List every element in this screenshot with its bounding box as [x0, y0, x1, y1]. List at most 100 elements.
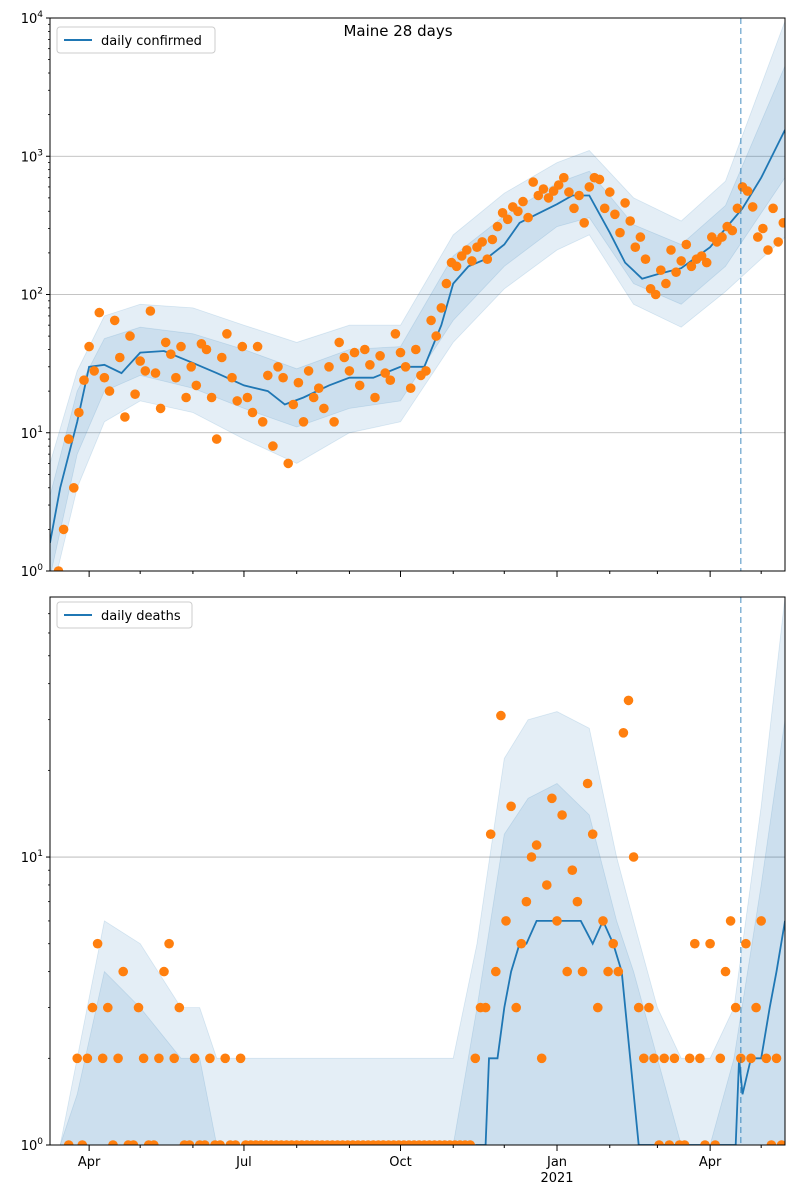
y-tick-label-base: 10 [21, 851, 38, 866]
data-point [696, 251, 707, 261]
series-line-daily-confirmed [50, 129, 785, 543]
data-point [451, 261, 462, 272]
data-point [92, 938, 103, 949]
data-point [125, 331, 135, 341]
data-point [130, 389, 140, 400]
data-point [661, 278, 671, 289]
data-point [533, 190, 544, 201]
data-point [215, 1140, 225, 1145]
data-point [553, 180, 564, 190]
y-tick-label-exponent: 3 [37, 148, 43, 158]
data-point [149, 1140, 159, 1145]
x-tick-label: Apr [78, 1155, 101, 1170]
data-point [516, 938, 527, 949]
y-tick-label-base: 10 [21, 12, 38, 27]
data-point [610, 209, 620, 220]
data-point [171, 372, 181, 383]
data-point [572, 896, 583, 907]
data-point [109, 315, 120, 326]
data-point [633, 1002, 644, 1013]
data-point [587, 829, 598, 839]
data-point [579, 218, 589, 228]
data-point [705, 938, 715, 949]
data-point [654, 1140, 664, 1145]
data-point [470, 1053, 481, 1064]
data-point [618, 728, 629, 738]
data-point [273, 362, 283, 372]
data-point [138, 1053, 149, 1064]
data-point [288, 399, 299, 410]
data-point [74, 407, 84, 418]
data-point [186, 362, 196, 372]
y-tick-label: 100 [21, 563, 44, 580]
data-point [717, 232, 727, 242]
data-point [574, 190, 584, 201]
x-tick-year-label: 2021 [540, 1171, 573, 1186]
data-point [174, 1002, 185, 1013]
data-point [164, 938, 174, 949]
data-point [140, 366, 151, 376]
data-point [390, 329, 401, 339]
data-point [169, 1053, 179, 1064]
data-point [690, 938, 700, 949]
data-point [82, 1053, 93, 1064]
data-point [120, 412, 130, 422]
data-point [268, 441, 278, 451]
data-point [181, 392, 191, 403]
data-point [773, 237, 783, 247]
data-point [521, 896, 532, 907]
data-point [201, 344, 212, 355]
data-point [584, 182, 595, 192]
data-point [635, 232, 646, 242]
data-point [747, 202, 758, 212]
data-point [482, 254, 493, 264]
data-point [766, 1140, 777, 1145]
data-point [103, 1002, 113, 1013]
data-point [237, 341, 248, 352]
data-point [465, 1140, 475, 1145]
data-point [477, 237, 488, 247]
data-point [436, 303, 447, 313]
data-point [63, 1140, 74, 1145]
data-point [625, 216, 635, 226]
data-point [135, 356, 145, 366]
data-point [695, 1053, 705, 1064]
data-point [370, 392, 380, 403]
data-point [676, 256, 686, 266]
data-point [154, 1053, 164, 1064]
data-point [339, 352, 350, 363]
data-point [200, 1140, 210, 1145]
data-point [599, 203, 610, 214]
y-tick-label: 101 [21, 425, 43, 442]
top-panel-line-group [50, 129, 785, 543]
data-point [710, 1140, 720, 1145]
data-point [594, 174, 605, 185]
data-point [608, 938, 618, 949]
x-tick-label: Apr [699, 1155, 722, 1170]
data-point [491, 966, 501, 977]
data-point [222, 329, 232, 339]
data-point [72, 1053, 82, 1064]
data-point [69, 483, 79, 493]
data-point [411, 344, 421, 355]
data-point [155, 403, 166, 414]
data-point [639, 1053, 649, 1064]
data-point [97, 1053, 108, 1064]
data-point [89, 366, 99, 376]
y-tick-label-exponent: 0 [37, 1137, 43, 1147]
data-point [462, 245, 472, 255]
data-point [293, 377, 304, 388]
data-point [220, 1053, 230, 1064]
figure-title: Maine 28 days [343, 22, 452, 40]
data-point [679, 1140, 690, 1145]
data-point [53, 566, 64, 571]
data-point [650, 289, 661, 300]
data-point [552, 916, 562, 926]
data-point [487, 234, 498, 245]
x-tick-label: Jan [546, 1155, 567, 1170]
data-point [623, 695, 634, 706]
data-point [656, 265, 666, 276]
data-point [242, 392, 253, 403]
